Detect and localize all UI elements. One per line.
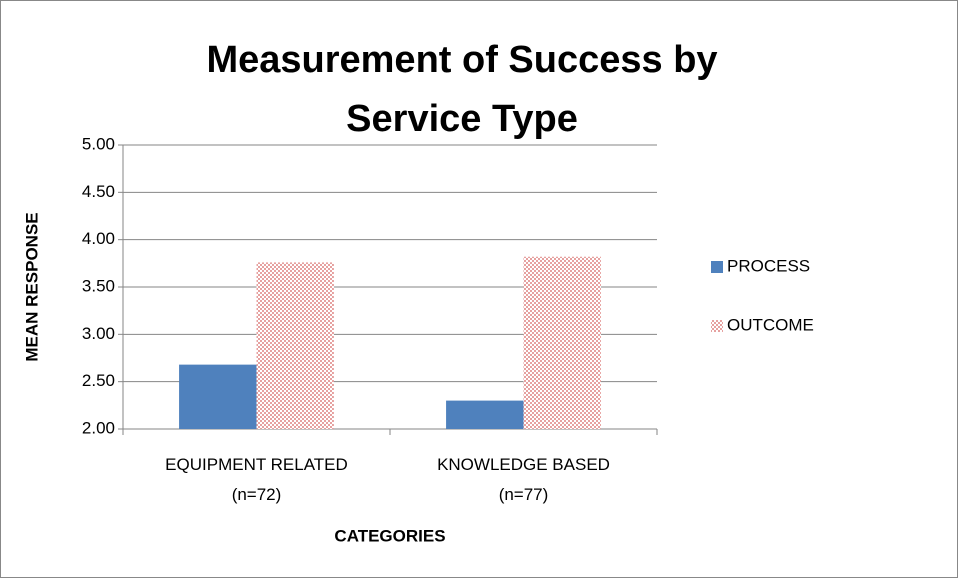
y-axis-title: MEAN RESPONSE — [22, 212, 41, 361]
bar — [446, 400, 524, 429]
y-tick-label: 2.00 — [82, 418, 115, 437]
y-tick-label: 4.50 — [82, 182, 115, 201]
bar — [256, 262, 334, 429]
bar — [523, 256, 601, 429]
x-tick-label: EQUIPMENT RELATED (n=72) — [165, 455, 348, 504]
x-tick-label: KNOWLEDGE BASED (n=77) — [437, 455, 610, 504]
legend-label: PROCESS — [727, 256, 810, 275]
legend-swatch — [711, 320, 723, 332]
x-axis-title: CATEGORIES — [334, 526, 445, 545]
y-tick-label: 5.00 — [82, 134, 115, 153]
y-tick-label: 2.50 — [82, 371, 115, 390]
legend-swatch — [711, 261, 723, 273]
y-tick-label: 3.00 — [82, 324, 115, 343]
chart-title: Measurement of Success by Service Type — [206, 39, 717, 140]
y-tick-label: 4.00 — [82, 229, 115, 248]
y-tick-label: 3.50 — [82, 276, 115, 295]
bar — [179, 364, 257, 429]
legend-label: OUTCOME — [727, 315, 814, 334]
